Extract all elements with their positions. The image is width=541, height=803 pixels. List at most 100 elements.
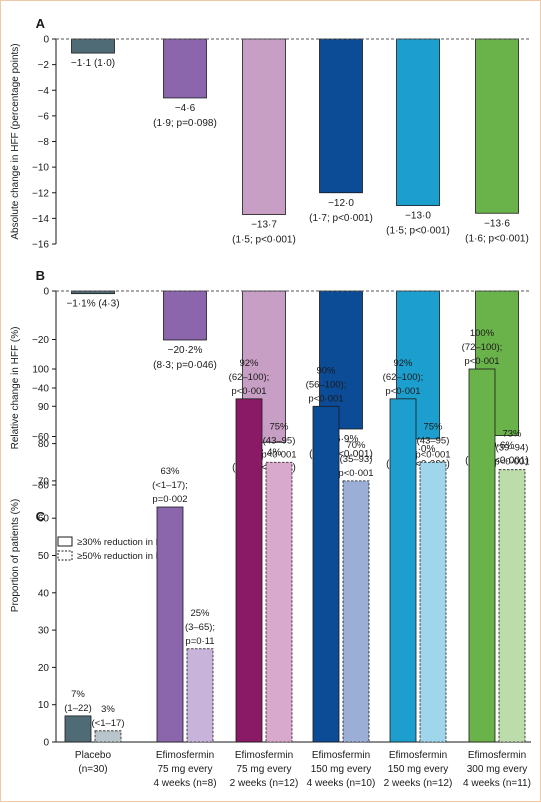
bar-50pct-reduction: [186, 648, 214, 743]
y-tick-label: −12: [32, 188, 49, 199]
data-label: p<0·001: [261, 449, 296, 460]
data-label: p=0·11: [185, 636, 214, 647]
data-label: 73%: [502, 429, 522, 440]
bar-50pct-reduction: [94, 730, 122, 743]
data-label: (1·7; p<0·001): [309, 213, 373, 224]
data-label: −1·1% (4·3): [66, 299, 119, 310]
data-label: p<0·001: [308, 393, 343, 404]
y-axis-label: Relative change in HFF (%): [10, 327, 21, 450]
x-tick-label: Efimosfermin: [312, 750, 370, 761]
y-tick-label: 10: [38, 700, 50, 711]
bar-50pct-reduction: [342, 480, 370, 743]
legend-label: ≥50% reduction in HFF: [77, 551, 174, 562]
y-tick-label: 80: [38, 439, 50, 450]
y-tick-label: 70: [38, 476, 50, 487]
bar-30pct-reduction: [389, 398, 417, 743]
data-label: −4·6: [175, 103, 196, 114]
x-tick-label: 300 mg every: [467, 764, 528, 775]
panel-letter: A: [36, 16, 46, 31]
data-label: −62·4%: [247, 447, 282, 458]
data-label: −13·6: [484, 218, 510, 229]
data-label: (43–95): [263, 435, 296, 446]
x-tick-label: 75 mg every: [157, 764, 212, 775]
data-label: p<0·001: [464, 356, 499, 367]
legend-swatch-dashed: [57, 550, 73, 561]
data-label: 3%: [101, 704, 115, 715]
x-tick-label: 4 weeks (n=8): [153, 778, 216, 789]
data-label: (6·7; p<0·001): [232, 462, 296, 473]
y-tick-label: −6: [38, 111, 50, 122]
data-label: 75%: [423, 421, 443, 432]
bar-30pct-reduction: [156, 506, 184, 743]
x-tick-label: 2 weeks (n=12): [384, 778, 453, 789]
data-label: −13·7: [251, 220, 277, 231]
data-label: (35–93): [340, 454, 373, 465]
data-label: (8·3; p=0·046): [153, 360, 217, 371]
data-label: (56–100);: [306, 379, 347, 390]
y-tick-label: −8: [38, 137, 50, 148]
bar: [396, 38, 440, 206]
y-tick-label: 60: [38, 514, 50, 525]
legend-label: ≥30% reduction in HFF: [77, 537, 174, 548]
x-tick-label: Placebo: [75, 750, 112, 761]
y-tick-label: 30: [38, 626, 50, 637]
data-label: −61·0%: [401, 444, 436, 455]
panel-c-chart: C 0 10 20 30 40 50 60 70 80 90 100 Proportion of pat…: [10, 328, 531, 789]
x-tick-label: 4 weeks (n=11): [463, 778, 531, 789]
data-label: 100%: [470, 328, 495, 339]
bar: [242, 38, 286, 215]
data-label: (<1–17);: [152, 480, 188, 491]
data-label: −13·0: [405, 211, 431, 222]
data-label: 70%: [346, 440, 366, 451]
y-tick-label: 100: [32, 365, 49, 376]
x-tick-label: 4 weeks (n=10): [307, 778, 376, 789]
y-axis-label: Absolute change in HFF (percentage point…: [10, 43, 21, 239]
y-tick-label: −20: [32, 335, 49, 346]
data-label: (1–22): [64, 703, 91, 714]
panel-letter: B: [36, 268, 45, 283]
panel-a-chart: A 0 −2 −4 −6 −8 −10 −12 −14 −16 Absolute change in…: [10, 16, 531, 251]
data-label: (1·5; p<0·001): [232, 235, 296, 246]
data-label: (1·9; p=0·098): [153, 118, 217, 129]
y-axis-label: Proportion of patients (%): [10, 499, 21, 612]
y-tick-label: −80: [32, 481, 49, 492]
data-label: 90%: [316, 365, 336, 376]
bar-30pct-reduction: [235, 398, 263, 743]
x-tick-label: Efimosfermin: [389, 750, 447, 761]
data-label: 25%: [190, 608, 210, 619]
data-label: p<0·001: [338, 468, 373, 479]
data-label: (6·7; p<0·001): [386, 459, 450, 470]
bar-30pct-reduction: [468, 368, 496, 743]
bar-30pct-reduction: [312, 405, 340, 743]
data-label: p<0·001: [385, 386, 420, 397]
legend-swatch-solid: [57, 536, 73, 547]
data-label: −20·2%: [168, 345, 203, 356]
data-label: (43–95): [417, 435, 450, 446]
data-label: (3–65);: [185, 622, 215, 633]
data-label: (1·6; p<0·001): [465, 233, 529, 244]
data-label: (7·4; p<0·001): [309, 449, 373, 460]
data-label: 7%: [71, 689, 85, 700]
data-label: 92%: [239, 358, 259, 369]
bar: [319, 38, 363, 194]
y-tick-label: −14: [32, 214, 49, 225]
y-tick-label: −2: [38, 60, 50, 71]
x-tick-label: (n=30): [78, 764, 107, 775]
y-tick-label: −4: [38, 86, 50, 97]
y-tick-label: −16: [32, 240, 49, 251]
bar: [163, 290, 207, 341]
data-label: −59·6%: [480, 441, 515, 452]
bar: [475, 38, 519, 214]
y-tick-label: 0: [43, 35, 49, 46]
x-tick-label: 2 weeks (n=12): [230, 778, 299, 789]
panel-b-chart: B 0 −20 −40 −60 −80 Relative change in HFF (%)…: [10, 268, 531, 492]
data-label: (39–94): [496, 443, 529, 454]
data-label: (7·1; p<0·001): [465, 456, 529, 467]
data-label: −56·9%: [324, 434, 359, 445]
y-tick-label: 90: [38, 402, 50, 413]
bar-50pct-reduction: [498, 469, 526, 743]
data-label: p<0·001: [231, 386, 266, 397]
data-label: 75%: [269, 421, 289, 432]
x-tick-label: 150 mg every: [311, 764, 372, 775]
x-tick-label: 150 mg every: [388, 764, 449, 775]
